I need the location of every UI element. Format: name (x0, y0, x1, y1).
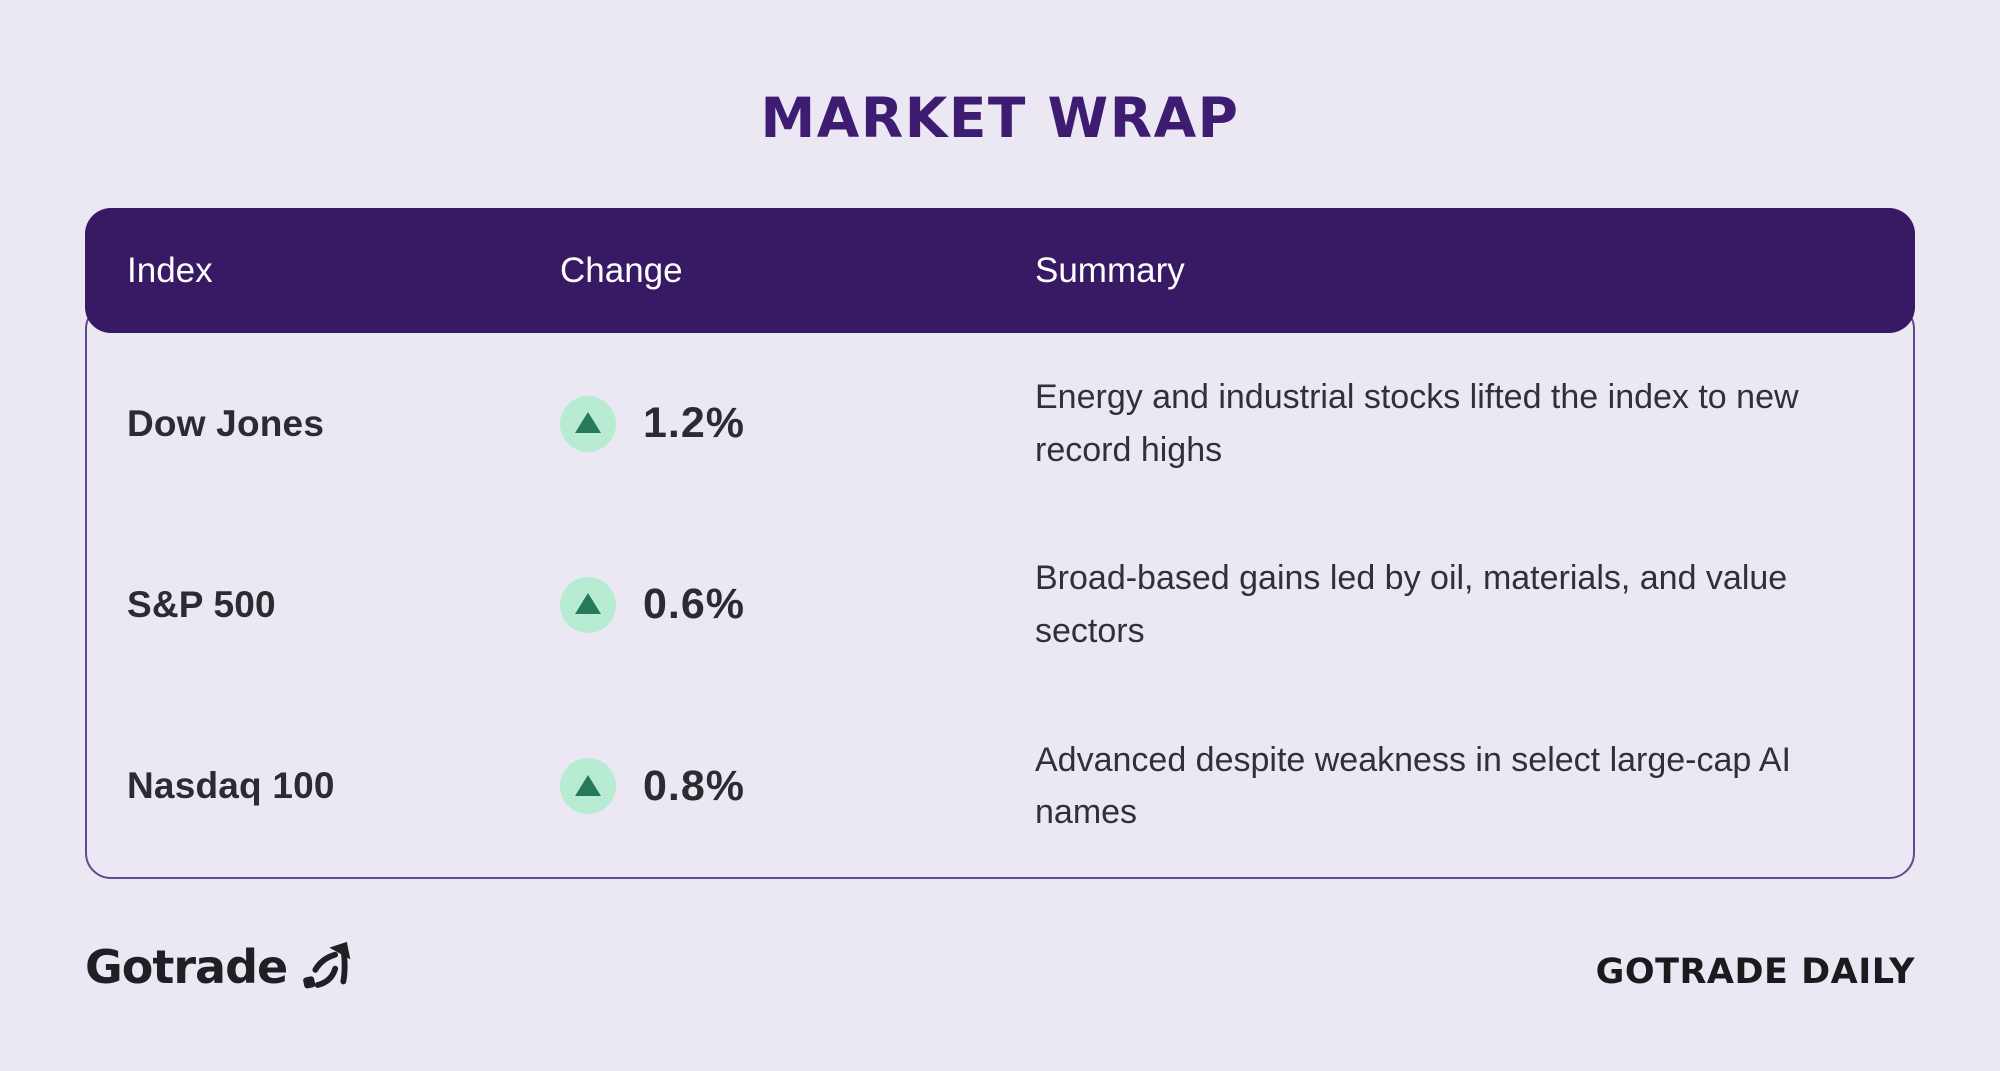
up-triangle-icon (575, 593, 601, 615)
page-title: MARKET WRAP (760, 86, 1240, 150)
up-arrow-badge (560, 758, 616, 815)
change-value: 0.8% (643, 761, 746, 810)
brand-wordmark: Gotrade (85, 940, 288, 994)
index-name: S&P 500 (127, 583, 276, 625)
gotrade-brand: Gotrade (85, 940, 355, 994)
change-cell: 1.2% (560, 395, 1035, 452)
up-triangle-icon (575, 412, 601, 434)
column-header-index: Index (127, 250, 213, 290)
up-triangle-icon (575, 774, 601, 796)
table-header-row: Index Change Summary (85, 208, 1915, 333)
change-value: 1.2% (643, 399, 746, 448)
market-wrap-table: Index Change Summary Dow Jones 1.2% Ener… (85, 208, 1915, 879)
summary-text: Broad-based gains led by oil, materials,… (1035, 559, 1788, 650)
column-header-summary: Summary (1035, 250, 1185, 290)
table-body-card (85, 303, 1915, 879)
column-header-change: Change (560, 250, 683, 290)
summary-text: Energy and industrial stocks lifted the … (1035, 377, 1799, 469)
table-rows: Dow Jones 1.2% Energy and industrial sto… (85, 333, 1915, 877)
table-row-sp500: S&P 500 0.6% Broad-based gains led by oi… (85, 514, 1915, 695)
gotrade-arrow-logo-icon (303, 941, 351, 989)
change-value: 0.6% (643, 580, 746, 629)
index-name: Dow Jones (127, 402, 325, 444)
gotrade-daily-wordmark: GOTRADE DAILY (1595, 952, 1915, 992)
index-name: Nasdaq 100 (127, 765, 335, 807)
summary-text: Advanced despite weakness in select larg… (1035, 740, 1792, 832)
up-arrow-badge (560, 576, 616, 633)
change-cell: 0.6% (560, 576, 1035, 633)
table-row-dow-jones: Dow Jones 1.2% Energy and industrial sto… (85, 333, 1915, 514)
up-arrow-badge (560, 395, 616, 452)
change-cell: 0.8% (560, 758, 1035, 815)
table-row-nasdaq100: Nasdaq 100 0.8% Advanced despite weaknes… (85, 696, 1915, 877)
